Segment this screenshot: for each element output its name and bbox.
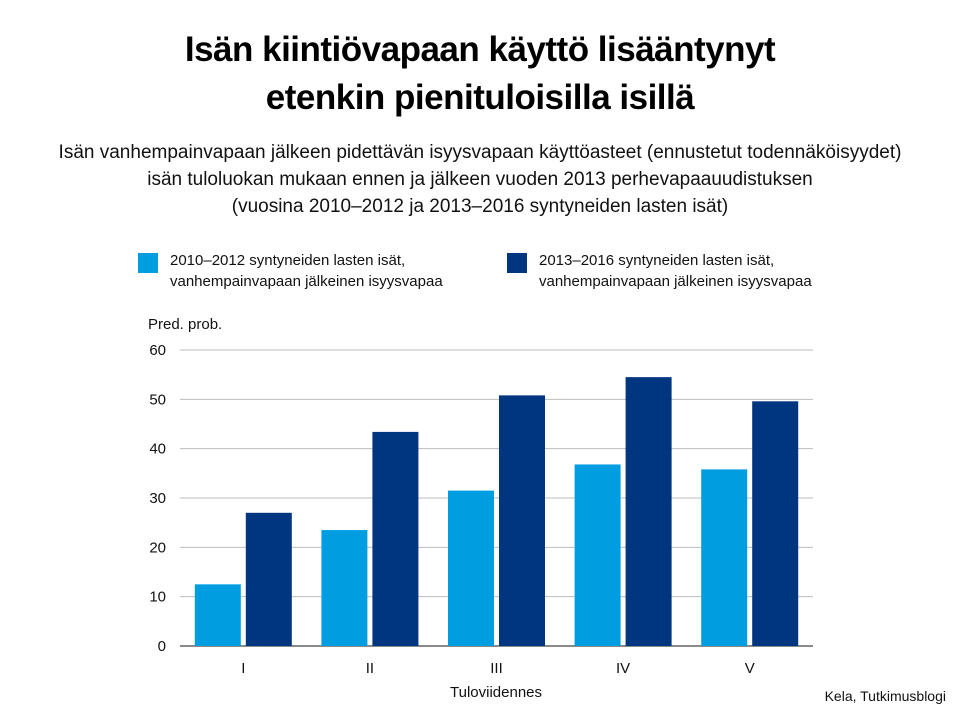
- y-tick-label: 10: [149, 589, 166, 606]
- bar-series-2-I: [245, 512, 292, 646]
- bar-series-2-II: [372, 431, 419, 646]
- bars: [194, 377, 799, 646]
- x-tick-label: V: [745, 660, 755, 677]
- y-tick-label: 30: [149, 490, 166, 507]
- legend-swatch-series-2: [507, 253, 527, 273]
- chart-subtitle-line-3: (vuosina 2010–2012 ja 2013–2016 syntynei…: [231, 196, 729, 217]
- legend-label-series-1-line-2: vanhempainvapaan jälkeinen isyysvapaa: [170, 273, 443, 290]
- y-tick-label: 20: [149, 539, 166, 556]
- x-axis-title: Tuloviidennes: [450, 684, 542, 701]
- legend-label-series-2-line-2: vanhempainvapaan jälkeinen isyysvapaa: [539, 273, 812, 290]
- y-tick-label: 50: [149, 391, 166, 408]
- bar-series-2-V: [752, 401, 799, 646]
- x-tick-label: I: [241, 660, 245, 677]
- legend-label-series-2-line-1: 2013–2016 syntyneiden lasten isät,: [539, 252, 775, 269]
- x-tick-label: IV: [616, 660, 630, 677]
- legend-label-series-2: 2013–2016 syntyneiden lasten isät, vanhe…: [539, 250, 812, 292]
- bar-series-2-III: [499, 395, 545, 646]
- legend-label-series-1-line-1: 2010–2012 syntyneiden lasten isät,: [170, 252, 406, 269]
- y-axis-title: Pred. prob.: [148, 316, 222, 333]
- x-tick-label: II: [366, 660, 374, 677]
- chart-title: Isän kiintiövapaan käyttö lisääntynyt et…: [0, 26, 960, 122]
- bar-series-1-I: [194, 584, 241, 646]
- bar-series-1-III: [448, 490, 494, 646]
- y-tick-label: 0: [158, 638, 166, 655]
- chart-subtitle-line-1: Isän vanhempainvapaan jälkeen pidettävän…: [58, 142, 902, 163]
- chart-title-line-2: etenkin pienituloisilla isillä: [265, 78, 695, 117]
- legend-item-series-2: 2013–2016 syntyneiden lasten isät, vanhe…: [507, 250, 812, 292]
- bar-series-2-IV: [625, 377, 672, 646]
- legend-item-series-1: 2010–2012 syntyneiden lasten isät, vanhe…: [138, 250, 443, 292]
- legend-label-series-1: 2010–2012 syntyneiden lasten isät, vanhe…: [170, 250, 443, 292]
- bar-series-1-II: [321, 530, 368, 646]
- bar-series-1-IV: [574, 464, 621, 646]
- chart-subtitle: Isän vanhempainvapaan jälkeen pidettävän…: [0, 139, 960, 220]
- source-note: Kela, Tutkimusblogi: [824, 688, 946, 704]
- y-tick-label: 40: [149, 441, 166, 458]
- legend-swatch-series-1: [138, 253, 158, 273]
- x-tick-labels: I II III IV V: [241, 660, 754, 677]
- chart-subtitle-line-2: isän tuloluokan mukaan ennen ja jälkeen …: [147, 169, 813, 190]
- y-tick-label: 60: [149, 342, 166, 359]
- chart-title-line-1: Isän kiintiövapaan käyttö lisääntynyt: [184, 30, 776, 69]
- x-tick-label: III: [490, 660, 503, 677]
- bar-series-1-V: [701, 469, 748, 646]
